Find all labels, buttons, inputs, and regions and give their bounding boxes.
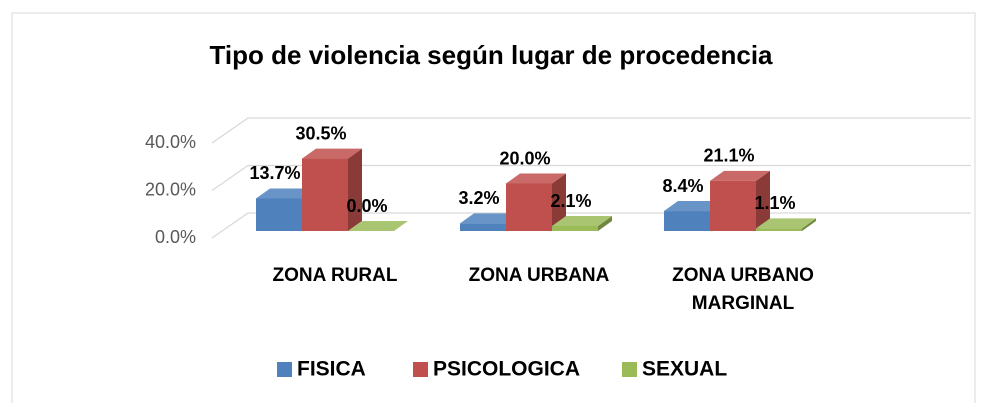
- y-tick-label: 20.0%: [145, 179, 196, 199]
- bar-top: [710, 170, 770, 181]
- data-label: 8.4%: [662, 176, 703, 196]
- bar: [460, 223, 506, 231]
- grid-line: [211, 117, 971, 144]
- legend-swatch: [277, 362, 292, 377]
- data-label: 20.0%: [499, 148, 550, 168]
- bar-side: [348, 148, 362, 231]
- bar: [664, 211, 710, 231]
- bar: [756, 228, 802, 231]
- data-label: 30.5%: [295, 123, 346, 143]
- legend-swatch: [413, 362, 428, 377]
- chart-title: Tipo de violencia según lugar de procede…: [210, 40, 774, 70]
- chart-border: [11, 12, 976, 403]
- data-label: 3.2%: [458, 188, 499, 208]
- bar-top: [552, 216, 612, 227]
- bar: [256, 198, 302, 231]
- legend-swatch: [622, 362, 637, 377]
- x-tick-label: ZONA RURAL: [272, 265, 398, 286]
- grid-line: [211, 164, 971, 192]
- bar: [552, 226, 598, 231]
- bar: [710, 180, 756, 231]
- bar-top: [664, 201, 724, 212]
- bar-top: [506, 173, 566, 184]
- data-label: 0.0%: [346, 196, 387, 216]
- bar-top: [348, 221, 408, 231]
- legend-label: SEXUAL: [642, 358, 727, 381]
- x-tick-label: ZONA URBANA: [468, 265, 610, 286]
- y-tick-label: 0.0%: [155, 227, 196, 247]
- data-label: 21.1%: [703, 146, 754, 166]
- bar-side: [598, 216, 612, 231]
- bar-side: [552, 173, 566, 231]
- x-tick-label: ZONA URBANO MARGINAL: [672, 265, 814, 314]
- bar-top: [256, 188, 316, 199]
- bar: [506, 183, 552, 231]
- bar-top: [460, 213, 520, 224]
- bar-side: [756, 170, 770, 231]
- data-label: 13.7%: [249, 163, 300, 183]
- data-label: 1.1%: [754, 193, 795, 213]
- y-tick-label: 40.0%: [145, 132, 196, 152]
- legend-label: FISICA: [297, 358, 366, 381]
- bar-top: [756, 218, 816, 229]
- bar-side: [802, 218, 816, 231]
- data-label: 2.1%: [550, 191, 591, 211]
- legend-label: PSICOLOGICA: [433, 358, 580, 381]
- bar-top: [302, 148, 362, 159]
- bar: [302, 158, 348, 231]
